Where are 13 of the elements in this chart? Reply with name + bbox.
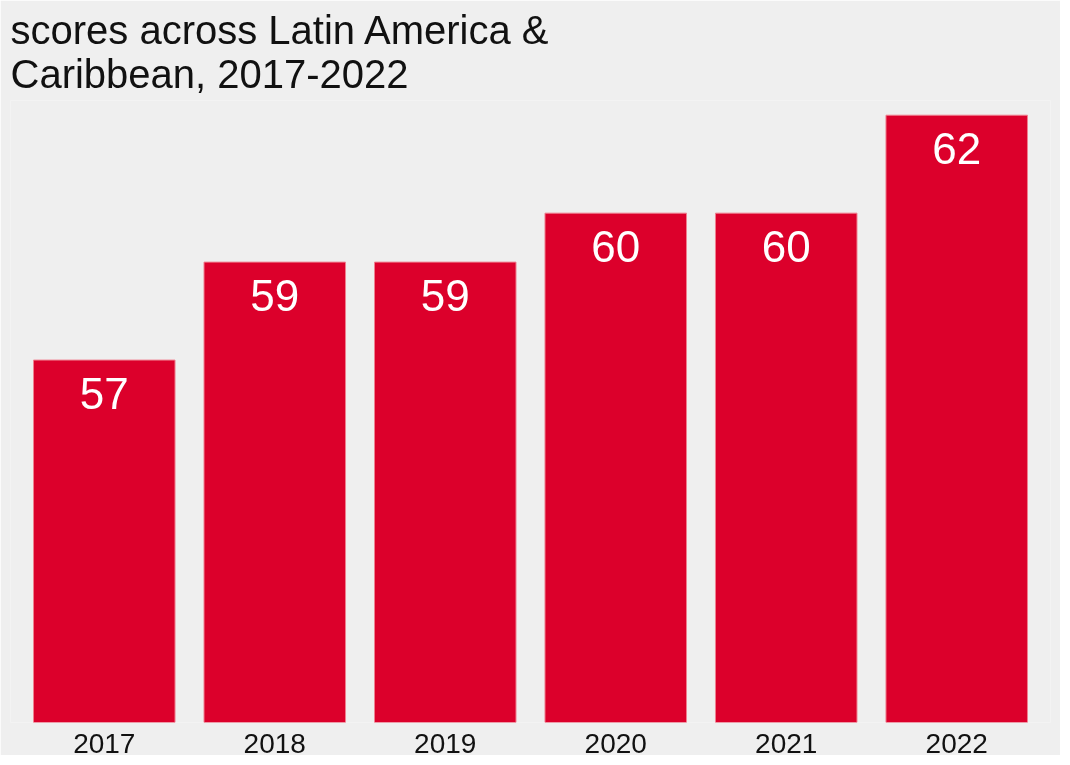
x-tick-label: 2022 [925,727,988,759]
data-label: 57 [79,369,129,419]
data-label: 59 [420,271,470,321]
x-tick-label: 2019 [414,727,477,759]
data-label: 59 [250,271,300,321]
data-label: 60 [761,222,811,272]
x-tick-label: 2021 [755,727,818,759]
x-tick-label: 2018 [243,727,306,759]
chart-title: scores across Latin America & Caribbean, 2017-2022 [10,7,549,96]
x-tick-label: 2017 [73,727,136,759]
x-tick-label: 2020 [584,727,647,759]
data-label: 62 [932,124,982,174]
data-label: 60 [591,222,641,272]
